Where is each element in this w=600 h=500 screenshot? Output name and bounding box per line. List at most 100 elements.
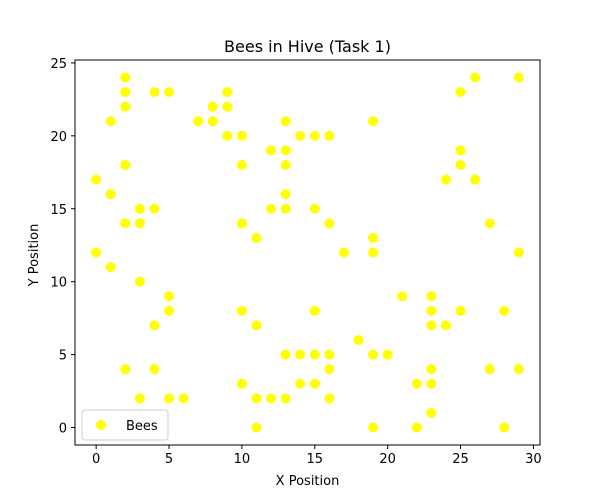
data-point bbox=[236, 130, 247, 141]
x-tick-label: 0 bbox=[92, 452, 100, 467]
data-points bbox=[91, 72, 524, 433]
data-point bbox=[411, 378, 422, 389]
data-point bbox=[440, 320, 451, 331]
data-point bbox=[309, 203, 320, 214]
data-point bbox=[426, 320, 437, 331]
data-point bbox=[164, 87, 175, 98]
data-point bbox=[484, 364, 495, 375]
data-point bbox=[91, 174, 102, 185]
data-point bbox=[280, 393, 291, 404]
legend-label: Bees bbox=[126, 419, 158, 434]
data-point bbox=[368, 232, 379, 243]
data-point bbox=[280, 160, 291, 170]
data-point bbox=[222, 130, 233, 141]
data-point bbox=[164, 291, 175, 302]
data-point bbox=[324, 130, 335, 141]
data-point bbox=[236, 218, 247, 229]
data-point bbox=[280, 189, 291, 200]
data-point bbox=[324, 393, 335, 404]
data-point bbox=[280, 145, 291, 156]
legend: Bees bbox=[81, 409, 169, 441]
data-point bbox=[266, 203, 277, 214]
data-point bbox=[426, 305, 437, 316]
x-axis-label: X Position bbox=[276, 474, 340, 489]
data-point bbox=[222, 87, 233, 98]
data-point bbox=[280, 349, 291, 360]
legend-box bbox=[81, 409, 169, 441]
data-point bbox=[368, 247, 379, 258]
data-point bbox=[134, 203, 145, 214]
data-point bbox=[149, 87, 160, 98]
y-tick-label: 20 bbox=[50, 130, 67, 145]
data-point bbox=[280, 116, 291, 127]
y-tick-label: 15 bbox=[50, 203, 67, 218]
data-point bbox=[440, 174, 451, 185]
data-point bbox=[411, 422, 422, 433]
data-point bbox=[149, 203, 160, 214]
data-point bbox=[324, 364, 335, 375]
data-point bbox=[309, 305, 320, 316]
y-axis-label: Y Position bbox=[27, 224, 42, 288]
data-point bbox=[470, 174, 481, 185]
data-point bbox=[353, 335, 364, 345]
data-point bbox=[309, 378, 320, 389]
data-point bbox=[455, 160, 466, 170]
data-point bbox=[324, 218, 335, 229]
data-point bbox=[134, 393, 145, 404]
data-point bbox=[295, 349, 306, 360]
data-point bbox=[338, 247, 349, 258]
data-point bbox=[134, 218, 145, 229]
data-point bbox=[251, 393, 262, 404]
data-point bbox=[426, 364, 437, 375]
data-point bbox=[455, 305, 466, 316]
data-point bbox=[207, 101, 218, 112]
data-point bbox=[397, 291, 408, 302]
data-point bbox=[251, 422, 262, 433]
data-point bbox=[368, 116, 379, 127]
data-point bbox=[120, 101, 131, 112]
data-point bbox=[236, 160, 247, 170]
data-point bbox=[484, 218, 495, 229]
data-point bbox=[193, 116, 204, 127]
data-point bbox=[280, 203, 291, 214]
data-point bbox=[222, 101, 233, 112]
data-point bbox=[120, 72, 131, 83]
x-tick-label: 25 bbox=[452, 452, 469, 467]
data-point bbox=[382, 349, 393, 360]
data-point bbox=[120, 160, 131, 170]
data-point bbox=[499, 422, 510, 433]
data-point bbox=[513, 247, 524, 258]
axes: 0 5 10 15 20 25 30 0 5 10 15 20 25 bbox=[50, 57, 541, 467]
data-point bbox=[455, 87, 466, 98]
data-point bbox=[120, 364, 131, 375]
x-tick-label: 20 bbox=[379, 452, 396, 467]
data-point bbox=[251, 320, 262, 331]
data-point bbox=[309, 349, 320, 360]
x-tick-label: 5 bbox=[165, 452, 173, 467]
data-point bbox=[266, 393, 277, 404]
data-point bbox=[426, 291, 437, 302]
data-point bbox=[120, 87, 131, 98]
x-tick-label: 10 bbox=[234, 452, 251, 467]
data-point bbox=[207, 116, 218, 127]
data-point bbox=[368, 422, 379, 433]
data-point bbox=[105, 262, 116, 273]
x-tick-label: 30 bbox=[525, 452, 542, 467]
data-point bbox=[513, 364, 524, 375]
legend-marker bbox=[96, 420, 106, 430]
data-point bbox=[134, 276, 145, 287]
data-point bbox=[149, 320, 160, 331]
data-point bbox=[251, 232, 262, 243]
data-point bbox=[455, 145, 466, 156]
data-point bbox=[105, 189, 116, 200]
data-point bbox=[236, 305, 247, 316]
data-point bbox=[309, 130, 320, 141]
y-tick-label: 5 bbox=[59, 349, 67, 364]
data-point bbox=[120, 218, 131, 229]
data-point bbox=[91, 247, 102, 258]
data-point bbox=[426, 378, 437, 389]
data-point bbox=[470, 72, 481, 83]
data-point bbox=[368, 349, 379, 360]
data-point bbox=[295, 378, 306, 389]
